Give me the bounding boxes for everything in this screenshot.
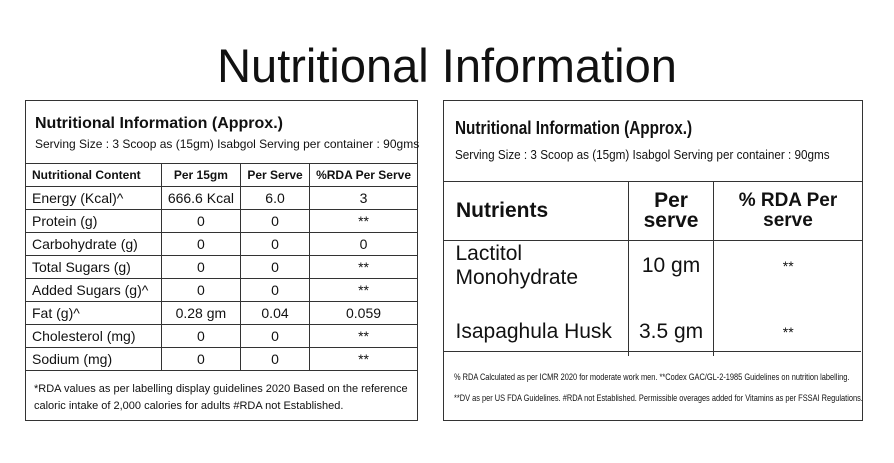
table-cell: ** (309, 278, 418, 302)
right-panel: Nutritional Information (Approx.) Servin… (442, 100, 864, 421)
footnote: % RDA Calculated as per ICMR 2020 for mo… (454, 372, 850, 383)
page-title: Nutritional Information (217, 39, 677, 92)
table-cell: ** (309, 347, 418, 371)
header-row: Nutritional Content Per 15gm Per Serve %RDA… (25, 163, 418, 187)
panel-heading: Nutritional Information (Approx.) (455, 118, 693, 138)
table-cell: Isapaghula Husk (443, 291, 630, 356)
table-cell: 0 (160, 278, 241, 302)
table-cell: 0.04 (239, 301, 311, 325)
table-cell: Sodium (mg) (25, 347, 162, 371)
table-cell: Energy (Kcal)^ (25, 186, 162, 210)
table-row: Added Sugars (g)^ 0 0 ** (25, 278, 418, 302)
table-cell: Lactitol Monohydrate (443, 240, 630, 291)
table-cell: ** (309, 209, 418, 233)
table-cell: Protein (g) (25, 209, 162, 233)
table-cell: 0.28 gm (160, 301, 241, 325)
table-cell: 666.6 Kcal (160, 186, 241, 210)
table-cell: 0 (239, 232, 311, 256)
header-cell: %RDA Per Serve (309, 163, 418, 187)
header-cell: Per Serve (239, 163, 311, 187)
table-cell: 0 (160, 324, 241, 348)
table-row: Sodium (mg) 0 0 ** (25, 347, 418, 371)
table-cell: Added Sugars (g)^ (25, 278, 162, 302)
table-cell: ** (712, 240, 863, 291)
table-cell: 0 (239, 209, 311, 233)
table-cell: 0 (239, 347, 311, 371)
table-cell: Total Sugars (g) (25, 255, 162, 279)
header-cell: Per serve (628, 181, 714, 241)
header-row: Nutrients Per serve% RDA Per serve (442, 181, 864, 241)
table-cell: 6.0 (239, 186, 311, 210)
table-cell: 3 (309, 186, 418, 210)
table-row: Protein (g) 0 0 ** (25, 209, 418, 233)
footnote: **DV as per US FDA Guidelines. #RDA not … (454, 393, 863, 404)
table-cell: 0 (160, 347, 241, 371)
table-row: Fat (g)^ 0.28 gm 0.04 0.059 (25, 301, 418, 325)
table-cell: 0 (160, 255, 241, 279)
footnote: *RDA values as per labelling display gui… (34, 383, 408, 412)
table-cell: 0.059 (309, 301, 418, 325)
table-cell: 0 (239, 278, 311, 302)
nutrients-table: Nutrients Per serve% RDA Per serve Lactito… (442, 181, 864, 356)
divider (444, 351, 861, 352)
table-cell: 0 (160, 232, 241, 256)
table-cell: 10 gm (628, 240, 714, 291)
table-row: Energy (Kcal)^ 666.6 Kcal 6.0 3 (25, 186, 418, 210)
table-cell: ** (309, 324, 418, 348)
nutrition-table: Nutritional Content Per 15gm Per Serve %RDA… (25, 163, 418, 371)
table-cell: Cholesterol (mg) (25, 324, 162, 348)
table-cell: ** (712, 291, 863, 356)
serving-info: Serving Size : 3 Scoop as (15gm) Isabgol… (35, 137, 420, 151)
serving-info: Serving Size : 3 Scoop as (15gm) Isabgol… (455, 147, 830, 162)
header-cell: % RDA Per serve (712, 181, 864, 241)
header-cell: Nutritional Content (25, 163, 162, 187)
table-cell: 3.5 gm (628, 291, 714, 356)
panel-heading: Nutritional Information (Approx.) (35, 115, 283, 132)
table-row: Cholesterol (mg) 0 0 ** (25, 324, 418, 348)
header-cell: Per 15gm (160, 163, 241, 187)
left-panel: Nutritional Information (Approx.) Servin… (25, 100, 420, 421)
table-row: Total Sugars (g) 0 0 ** (25, 255, 418, 279)
table-cell: 0 (160, 209, 241, 233)
table-cell: 0 (239, 324, 311, 348)
table-row: Carbohydrate (g) 0 0 0 (25, 232, 418, 256)
table-cell: 0 (239, 255, 311, 279)
table-cell: Fat (g)^ (25, 301, 162, 325)
table-cell: ** (309, 255, 418, 279)
table-row: Isapaghula Husk 3.5 gm ** (443, 291, 863, 356)
table-cell: 0 (309, 232, 418, 256)
table-cell: Carbohydrate (g) (25, 232, 162, 256)
header-cell: Nutrients (442, 181, 630, 241)
table-row: Lactitol Monohydrate 10 gm ** (443, 240, 863, 291)
